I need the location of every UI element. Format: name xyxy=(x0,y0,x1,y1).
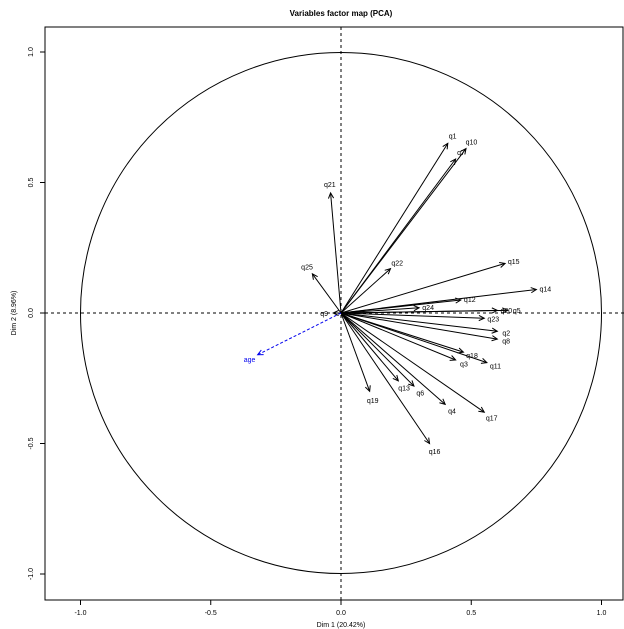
arrow-age-shaft xyxy=(257,312,342,356)
y-tick-label: 1.0 xyxy=(28,47,35,57)
x-tick-label: 0.0 xyxy=(336,610,346,617)
label-q1: q1 xyxy=(449,134,457,141)
arrow-q10-head xyxy=(460,147,467,155)
label-q5: q5 xyxy=(513,308,521,315)
arrow-q21-head xyxy=(327,191,335,199)
arrow-q10-shaft xyxy=(340,148,467,314)
arrow-q23-shaft xyxy=(340,312,485,319)
label-q17: q17 xyxy=(486,415,498,422)
arrow-q25-head xyxy=(311,272,318,280)
y-axis: -1.0 -0.5 0.0 0.5 1.0 xyxy=(28,47,45,580)
label-q18: q18 xyxy=(466,353,478,360)
arrow-q23-head xyxy=(478,314,486,322)
arrow-q8-head xyxy=(491,335,499,342)
arrow-q19-shaft xyxy=(340,312,371,392)
label-q15: q15 xyxy=(508,259,520,266)
arrow-q11-head xyxy=(480,358,488,364)
label-q3: q3 xyxy=(460,361,468,368)
arrow-q16-shaft xyxy=(340,312,430,444)
label-q22: q22 xyxy=(391,261,403,268)
arrow-q6-head xyxy=(408,380,415,387)
arrow-q3-head xyxy=(449,355,457,361)
arrow-q14-head xyxy=(530,287,538,294)
label-q20: q20 xyxy=(500,308,512,315)
x-axis: -1.0 -0.5 0.0 0.5 1.0 xyxy=(74,600,606,617)
arrow-q20-head xyxy=(491,307,499,314)
y-tick-label: 0.0 xyxy=(28,308,35,318)
arrow-q8-shaft xyxy=(340,312,498,340)
arrow-q17-shaft xyxy=(340,312,485,413)
label-q16: q16 xyxy=(429,449,441,456)
arrow-q1-shaft xyxy=(340,143,449,314)
label-q2: q2 xyxy=(502,330,510,337)
label-q9: q9 xyxy=(320,311,328,318)
chart-title: Variables factor map (PCA) xyxy=(290,9,393,18)
arrow-q13-shaft xyxy=(340,312,399,382)
arrow-q15-shaft xyxy=(340,262,506,314)
label-q8: q8 xyxy=(502,339,510,346)
label-q12: q12 xyxy=(464,297,476,304)
y-tick-label: 0.5 xyxy=(28,178,35,188)
arrow-q22-head xyxy=(384,267,392,275)
label-q24: q24 xyxy=(422,305,434,312)
arrow-q5-head xyxy=(502,307,509,314)
arrow-q4-shaft xyxy=(340,312,446,405)
label-age: age xyxy=(244,357,256,364)
label-q25: q25 xyxy=(301,265,313,272)
arrow-q19-head xyxy=(364,385,371,393)
y-axis-label: Dim 2 (8.96%) xyxy=(11,291,18,336)
arrow-q24-shaft xyxy=(340,307,420,314)
label-q4: q4 xyxy=(448,408,456,415)
label-q11: q11 xyxy=(490,363,501,370)
variable-labels: q1 q2 q3 q4 q5 q6 q7 q8 q9 q10 q11 q12 q13 q14 q15 q16 q… xyxy=(244,134,552,456)
arrow-q2-shaft xyxy=(340,312,498,332)
arrow-q18-shaft xyxy=(340,312,464,353)
y-tick-label: -1.0 xyxy=(28,568,35,580)
label-q13: q13 xyxy=(398,386,410,393)
label-q14: q14 xyxy=(539,286,551,293)
arrow-q13-head xyxy=(392,374,400,382)
label-q23: q23 xyxy=(487,317,499,324)
arrow-q4-head xyxy=(439,398,447,406)
arrow-q25-shaft xyxy=(311,273,342,314)
arrow-q20-shaft xyxy=(340,309,498,314)
x-tick-label: 1.0 xyxy=(597,610,607,617)
arrow-q14-shaft xyxy=(340,289,537,314)
arrow-q3-shaft xyxy=(340,312,456,361)
arrow-age-head xyxy=(256,349,264,356)
arrow-q1-head xyxy=(442,142,449,150)
arrow-q17-head xyxy=(478,406,486,413)
arrow-q2-head xyxy=(491,327,499,334)
x-axis-label: Dim 1 (20.42%) xyxy=(317,622,366,629)
label-q6: q6 xyxy=(416,390,424,397)
arrow-q6-shaft xyxy=(340,312,415,387)
arrow-q15-head xyxy=(499,261,507,268)
arrow-q24-head xyxy=(413,305,421,312)
arrow-q9-head xyxy=(332,309,339,317)
x-tick-label: -1.0 xyxy=(74,610,86,617)
arrow-q18-head xyxy=(457,347,465,354)
label-q21: q21 xyxy=(324,182,336,189)
y-tick-label: -0.5 xyxy=(28,437,35,449)
variable-arrows xyxy=(256,142,538,445)
x-tick-label: 0.5 xyxy=(466,610,476,617)
x-tick-label: -0.5 xyxy=(205,610,217,617)
arrow-q16-head xyxy=(424,437,431,445)
arrow-q22-shaft xyxy=(340,268,391,314)
label-q10: q10 xyxy=(466,139,478,146)
arrow-q21-shaft xyxy=(330,192,342,314)
label-q7: q7 xyxy=(457,150,465,157)
label-q19: q19 xyxy=(367,398,379,405)
